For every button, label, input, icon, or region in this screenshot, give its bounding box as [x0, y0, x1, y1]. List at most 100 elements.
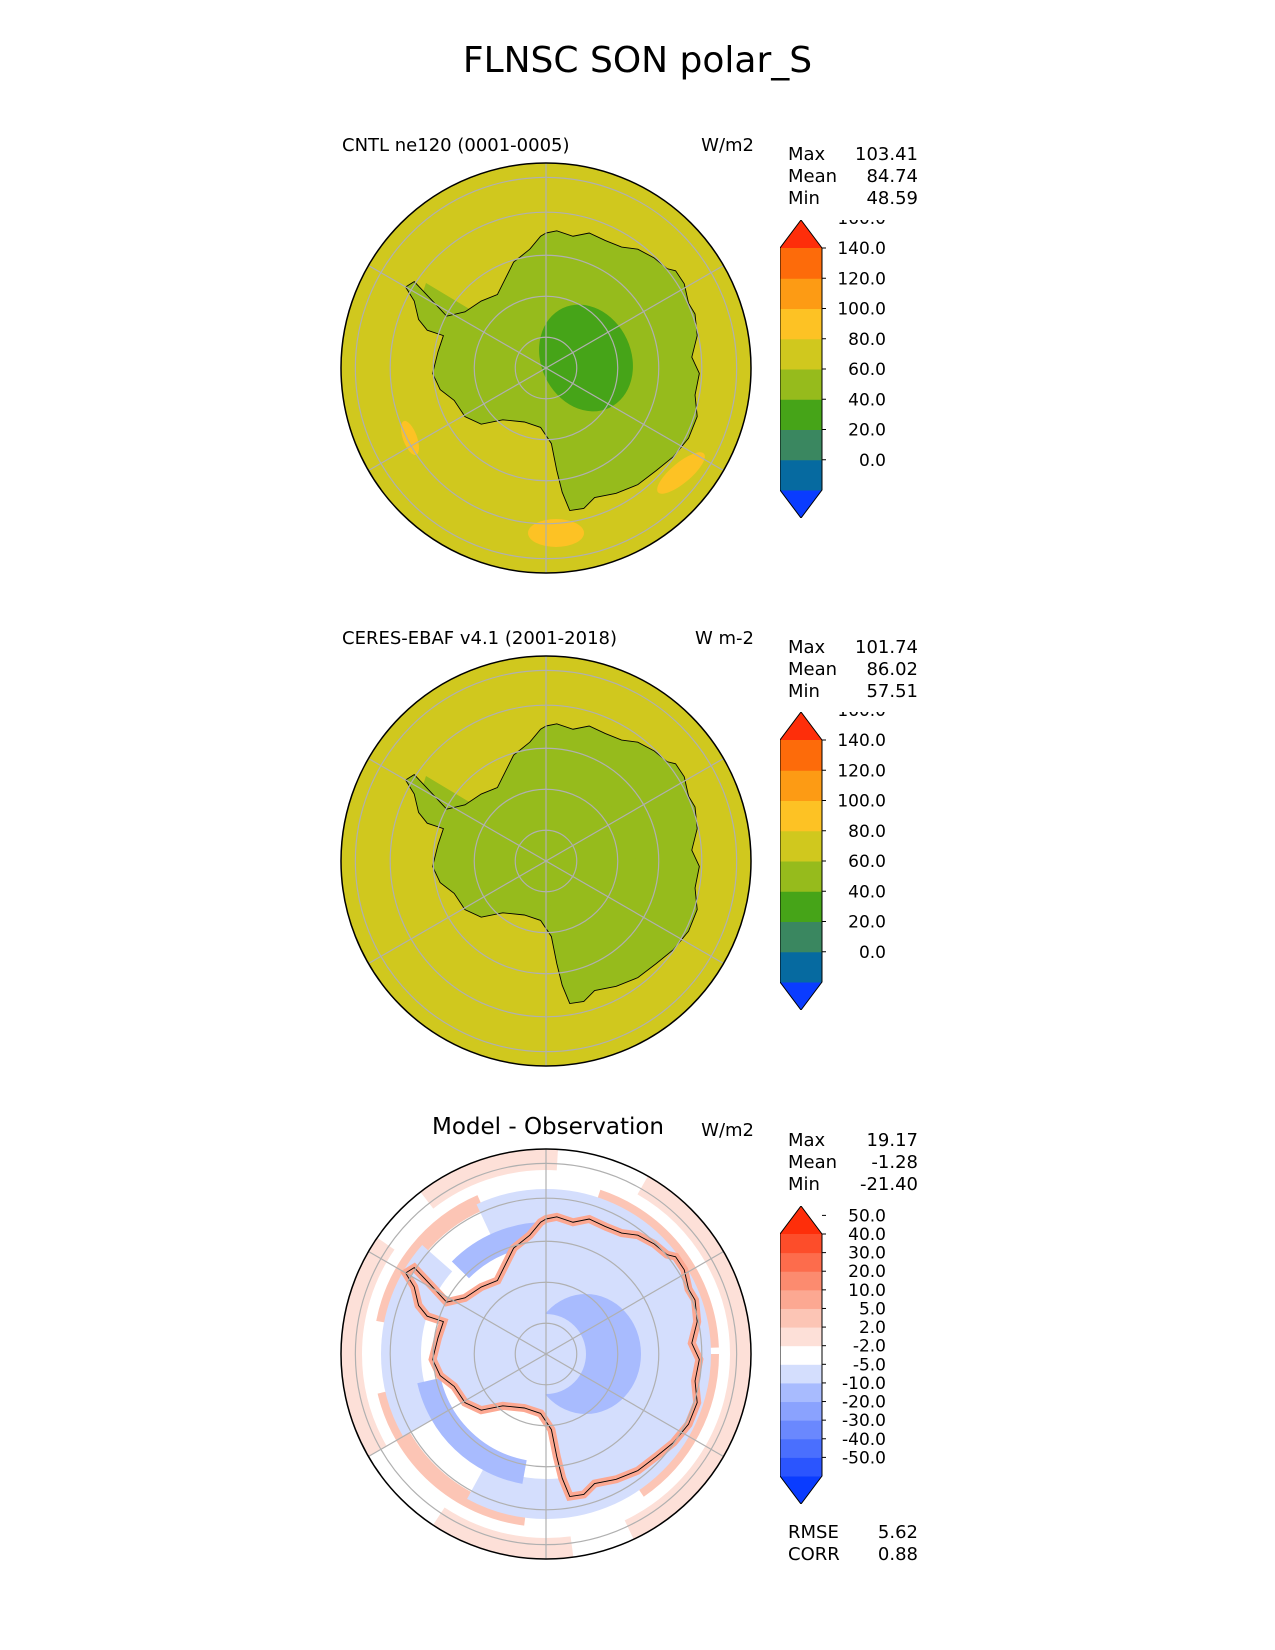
panel-title-ref: CERES-EBAF v4.1 (2001-2018)	[342, 628, 618, 649]
colorbar-tick-label: 30.0	[848, 1244, 886, 1264]
colorbar-segment	[780, 1289, 822, 1309]
colorbar-tick-label: -50.0	[842, 1448, 886, 1468]
colorbar-tick-label: 80.0	[848, 330, 886, 350]
colorbar-tick-label: 140.0	[837, 239, 886, 259]
colorbar-extend-max	[780, 1206, 822, 1234]
stat-mean: Mean 86.02	[788, 659, 918, 680]
map-boundary	[340, 162, 752, 574]
colorbar-tick-label: -30.0	[842, 1411, 886, 1431]
meridian-line	[368, 264, 724, 472]
colorbar-extend-min	[780, 982, 822, 1010]
ocean-anomaly	[657, 452, 705, 494]
colorbar-tick-label: 40.0	[848, 882, 886, 902]
colorbar-segment	[780, 1382, 822, 1403]
stats-block-diff: Max 19.17 Mean -1.28 Min -21.40	[788, 1130, 918, 1196]
graticule	[354, 163, 738, 573]
stat-min: Min -21.40	[788, 1174, 918, 1195]
colorbar-segment	[780, 248, 822, 279]
colorbar-tick-label: 80.0	[848, 822, 886, 842]
colorbar-tick-label: 100.0	[837, 792, 886, 812]
graticule	[354, 656, 738, 1066]
colorbar-tick-label: 100.0	[837, 300, 886, 320]
colorbar-outline	[780, 220, 823, 518]
colorbar-segment	[780, 308, 822, 340]
colorbar-tick-label: 40.0	[848, 1225, 886, 1245]
colorbar-tick-label: 20.0	[848, 421, 886, 441]
colorbar-segment	[780, 1438, 822, 1458]
colorbar-tick-label: 60.0	[848, 360, 886, 380]
colorbar-tick-label: 120.0	[837, 761, 886, 781]
stat-corr: CORR 0.88	[788, 1544, 918, 1565]
colorbar-segment	[780, 951, 822, 983]
colorbar-tick-label: 40.0	[848, 390, 886, 410]
colorbar-segment	[780, 338, 822, 370]
colorbar-tick-label: -5.0	[853, 1355, 886, 1375]
polar-map-diff	[340, 1148, 752, 1560]
colorbar-segment	[780, 1457, 822, 1477]
graticule	[354, 1149, 738, 1559]
colorbar-segment	[780, 278, 822, 309]
colorbar-extend-max	[780, 220, 822, 248]
panel-title-test: CNTL ne120 (0001-0005)	[342, 135, 570, 156]
colorbar-extend-max	[780, 712, 822, 740]
colorbar-segment	[780, 1420, 822, 1440]
polar-map-ref	[340, 655, 752, 1067]
colorbar-segment	[780, 921, 822, 953]
colorbar-tick-label: 0.0	[859, 943, 886, 963]
colorbar-extend-min	[780, 490, 822, 518]
panel-units-ref: W m-2	[694, 628, 754, 649]
colorbar-segment	[780, 459, 822, 491]
colorbar-tick-label: 10.0	[848, 1281, 886, 1301]
colorbar-tick-label: 120.0	[837, 269, 886, 289]
colorbar-segment	[780, 1252, 822, 1272]
colorbar-tick-label: 140.0	[837, 731, 886, 751]
colorbar-segment	[780, 1271, 822, 1291]
colorbar-tick-label: 160.0	[837, 220, 886, 229]
colorbar-tick-label: -2.0	[853, 1337, 886, 1357]
colorbar-tick-label: -10.0	[842, 1374, 886, 1394]
stat-mean: Mean -1.28	[788, 1152, 918, 1173]
colorbar-tick-label: 5.0	[859, 1299, 886, 1319]
stats-block-ref: Max 101.74 Mean 86.02 Min 57.51	[788, 637, 918, 703]
colorbar-segment	[780, 399, 822, 430]
colorbar-segment	[780, 830, 822, 862]
plateau-field	[526, 796, 636, 916]
figure-title: FLNSC SON polar_S	[462, 40, 813, 81]
stat-max: Max 19.17	[788, 1130, 918, 1151]
colorbar-outline	[780, 1206, 823, 1504]
panel-title-diff: Model - Observation	[431, 1114, 665, 1140]
colorbar-segment	[780, 369, 822, 400]
polar-map-test	[340, 162, 752, 574]
colorbar-segment	[780, 770, 822, 801]
stat-max: Max 103.41	[788, 144, 918, 165]
colorbar-segment	[780, 740, 822, 771]
colorbar-outline	[780, 712, 823, 1010]
stat-min: Min 57.51	[788, 681, 918, 702]
colorbar-segment	[780, 861, 822, 892]
stats-block-diff-extra: RMSE 5.62 CORR 0.88	[788, 1522, 918, 1566]
colorbar-segment	[780, 1345, 822, 1365]
peninsula-field	[421, 283, 476, 328]
colorbar-segment	[780, 429, 822, 461]
colorbar-extend-min	[780, 1476, 822, 1504]
colorbar-segment	[780, 1308, 822, 1328]
colorbar-segment	[780, 1234, 822, 1254]
colorbar-segment	[780, 1401, 822, 1421]
colorbar-ref: 0.0 20.0 40.0 60.0 80.0 100.0 120.0 140.0 160.0	[780, 712, 886, 1010]
meridian-line	[368, 1250, 724, 1458]
ocean-anomaly	[400, 420, 420, 456]
stat-min: Min 48.59	[788, 188, 918, 209]
colorbar-tick-label: 160.0	[837, 712, 886, 721]
stat-rmse: RMSE 5.62	[788, 1522, 918, 1543]
colorbar-tick-label: 2.0	[859, 1318, 886, 1338]
ocean-anomaly	[528, 519, 584, 547]
colorbar-tick-label: 60.0	[848, 852, 886, 872]
colorbar-segment	[780, 1327, 822, 1347]
colorbar-tick-label: -20.0	[842, 1393, 886, 1413]
colorbar-tick-label: 20.0	[848, 1262, 886, 1282]
colorbar-segment	[780, 1364, 822, 1384]
colorbar-tick-label: 20.0	[848, 913, 886, 933]
colorbar-tick-label: -40.0	[842, 1430, 886, 1450]
stats-block-test: Max 103.41 Mean 84.74 Min 48.59	[788, 144, 918, 210]
stat-mean: Mean 84.74	[788, 166, 918, 187]
